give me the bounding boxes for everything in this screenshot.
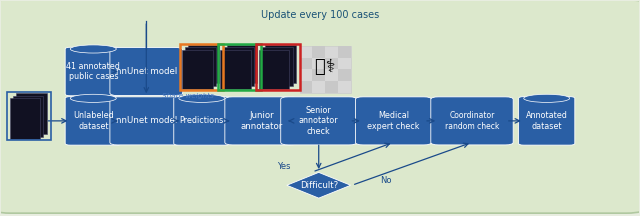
- FancyBboxPatch shape: [355, 97, 431, 145]
- FancyBboxPatch shape: [223, 48, 254, 86]
- Text: Predictions: Predictions: [180, 116, 224, 125]
- FancyBboxPatch shape: [225, 97, 298, 145]
- FancyBboxPatch shape: [185, 48, 216, 86]
- Text: Share weights: Share weights: [163, 93, 214, 99]
- FancyBboxPatch shape: [325, 81, 338, 93]
- FancyBboxPatch shape: [431, 97, 513, 145]
- Text: Junior
annotator: Junior annotator: [240, 111, 282, 131]
- FancyBboxPatch shape: [110, 97, 182, 145]
- Text: 41 annotated
public cases: 41 annotated public cases: [67, 62, 120, 81]
- Polygon shape: [287, 172, 351, 198]
- Text: nnUnet model: nnUnet model: [116, 116, 177, 125]
- FancyBboxPatch shape: [281, 97, 356, 145]
- FancyBboxPatch shape: [300, 46, 351, 93]
- FancyBboxPatch shape: [188, 45, 219, 83]
- FancyBboxPatch shape: [16, 93, 47, 134]
- Text: Coordinator
random check: Coordinator random check: [445, 111, 499, 131]
- FancyBboxPatch shape: [65, 47, 122, 96]
- FancyBboxPatch shape: [262, 48, 292, 86]
- Text: Senior
annotator
check: Senior annotator check: [299, 106, 339, 136]
- FancyBboxPatch shape: [65, 97, 122, 145]
- Text: Difficult?: Difficult?: [300, 181, 338, 190]
- Text: nnUnet model: nnUnet model: [116, 67, 177, 76]
- FancyBboxPatch shape: [338, 46, 351, 58]
- Ellipse shape: [70, 94, 116, 102]
- Ellipse shape: [179, 94, 225, 102]
- FancyBboxPatch shape: [312, 46, 325, 58]
- Text: Yes: Yes: [277, 162, 291, 171]
- Ellipse shape: [70, 45, 116, 53]
- FancyBboxPatch shape: [325, 58, 338, 69]
- FancyBboxPatch shape: [312, 69, 325, 81]
- FancyBboxPatch shape: [259, 50, 289, 89]
- FancyBboxPatch shape: [338, 69, 351, 81]
- Text: Medical
expert check: Medical expert check: [367, 111, 420, 131]
- FancyBboxPatch shape: [265, 45, 296, 83]
- FancyBboxPatch shape: [110, 48, 182, 95]
- Text: 🧑‍⚕️: 🧑‍⚕️: [315, 58, 335, 76]
- FancyBboxPatch shape: [227, 45, 257, 83]
- Text: Update every 100 cases: Update every 100 cases: [261, 10, 379, 20]
- Text: Annotated
dataset: Annotated dataset: [526, 111, 568, 131]
- Ellipse shape: [524, 94, 570, 102]
- FancyBboxPatch shape: [10, 98, 40, 139]
- FancyBboxPatch shape: [300, 81, 312, 93]
- FancyBboxPatch shape: [300, 58, 312, 69]
- Text: No: No: [380, 176, 392, 185]
- FancyBboxPatch shape: [173, 97, 230, 145]
- FancyBboxPatch shape: [518, 97, 575, 145]
- FancyBboxPatch shape: [13, 96, 44, 137]
- FancyBboxPatch shape: [182, 50, 212, 89]
- Text: Unlabeled
dataset: Unlabeled dataset: [73, 111, 114, 131]
- FancyBboxPatch shape: [220, 50, 251, 89]
